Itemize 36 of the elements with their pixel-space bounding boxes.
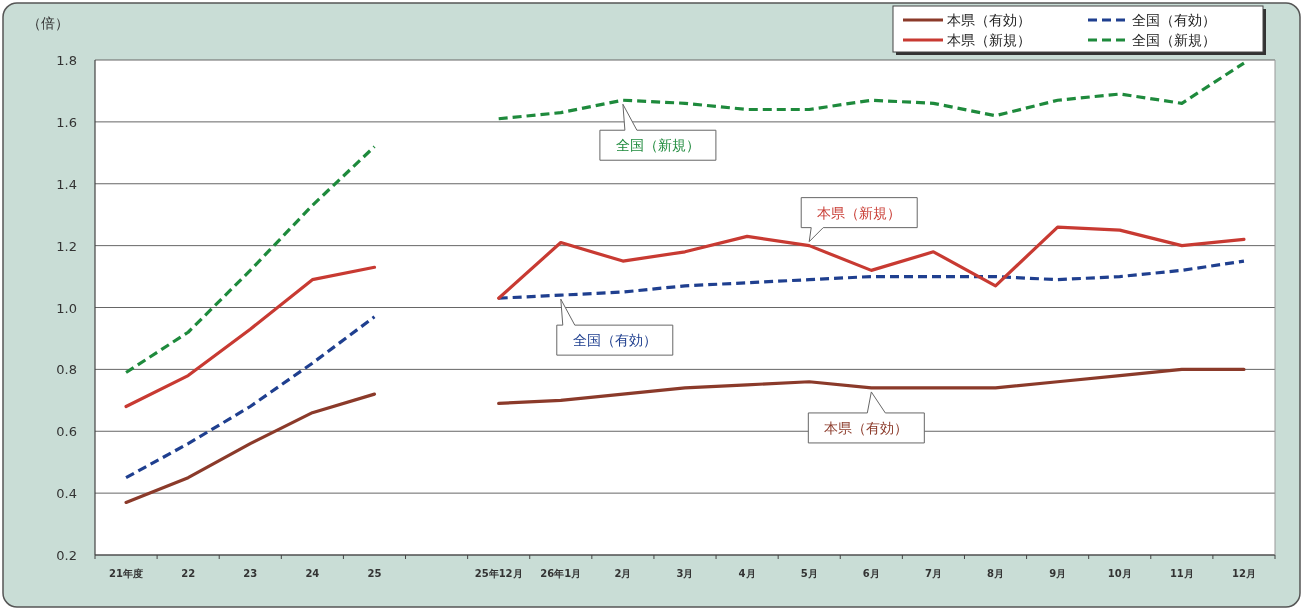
y-tick-label: 0.2: [56, 548, 77, 563]
annotation: 全国（有効）: [572, 332, 657, 349]
x-tick-label: 25: [367, 568, 382, 579]
x-tick-label: 26年1月: [540, 568, 582, 579]
y-tick-label: 1.2: [56, 238, 77, 254]
x-tick-label: 22: [181, 568, 196, 579]
x-tick-label: 2月: [614, 568, 632, 579]
x-tick-label: 10月: [1107, 568, 1132, 579]
y-tick-label: 1.0: [56, 300, 77, 316]
legend-label: 本県（有効）: [947, 12, 1031, 28]
y-tick-label: 0.8: [56, 362, 77, 378]
x-tick-label: 6月: [862, 568, 880, 579]
x-tick-label: 4月: [738, 568, 756, 579]
x-tick-label: 25年12月: [474, 568, 523, 579]
x-tick-label: 5月: [800, 568, 818, 579]
x-tick-label: 3月: [676, 568, 694, 579]
x-tick-label: 9月: [1049, 568, 1067, 579]
y-tick-label: 0.4: [56, 486, 77, 502]
x-tick-label: 11月: [1169, 568, 1194, 579]
legend-label: 本県（新規）: [947, 32, 1031, 48]
annotation: 本県（有効）: [824, 419, 909, 436]
legend-label: 全国（新規）: [1132, 32, 1216, 48]
x-tick-label: 23: [243, 568, 258, 579]
x-tick-label: 24: [305, 568, 320, 579]
y-tick-label: 0.6: [56, 424, 77, 440]
legend-label: 全国（有効）: [1132, 12, 1216, 28]
y-axis-title: （倍）: [27, 15, 69, 31]
annotation: 全国（新規）: [615, 137, 700, 154]
y-tick-label: 1.4: [56, 176, 77, 192]
x-tick-label: 8月: [987, 568, 1005, 579]
x-tick-label: 7月: [924, 568, 942, 579]
y-tick-label: 1.8: [56, 53, 77, 68]
annotation: 本県（新規）: [817, 204, 902, 221]
y-tick-label: 1.6: [56, 114, 77, 130]
x-tick-label: 12月: [1231, 568, 1256, 579]
x-tick-label: 21年度: [109, 568, 144, 579]
